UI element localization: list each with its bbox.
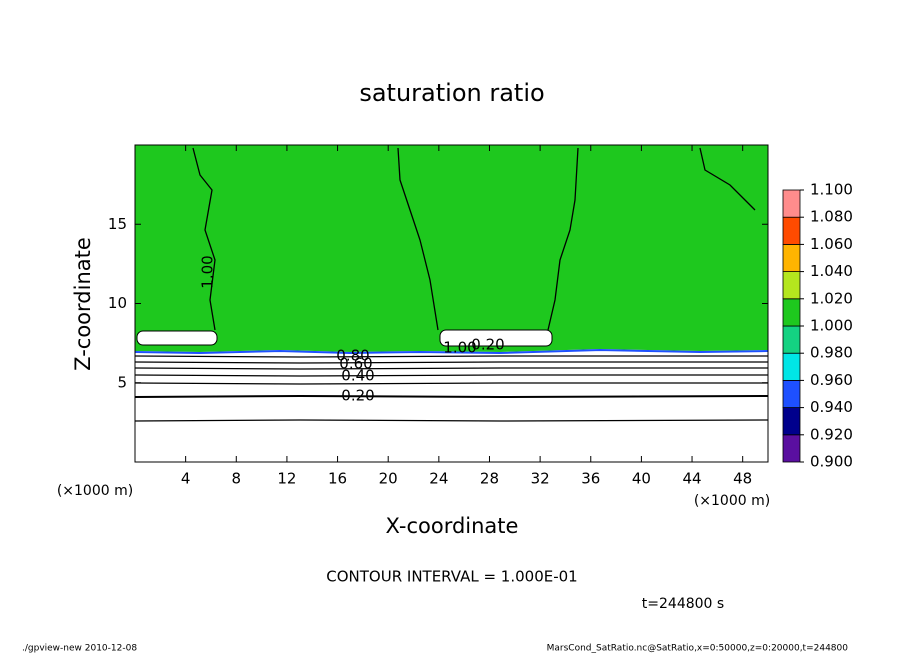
y-tick-label: 15: [108, 215, 127, 233]
colorbar-label: 0.960: [810, 371, 853, 389]
x-axis-label: X-coordinate: [386, 514, 519, 538]
colorbar-box: [782, 325, 801, 354]
colorbar-box: [782, 243, 801, 272]
x-tick-label: 40: [632, 470, 651, 488]
contour-line: [134, 394, 769, 399]
x-tick-label: 28: [480, 470, 499, 488]
footer-right: MarsCond_SatRatio.nc@SatRatio,x=0:50000,…: [547, 644, 849, 654]
contour-line: [134, 374, 768, 377]
colorbar-label: 0.940: [810, 398, 853, 416]
x-tick-label: 24: [429, 470, 448, 488]
contour-line: [192, 147, 216, 331]
x-tick-label: 44: [682, 470, 701, 488]
x-tick-label: 48: [733, 470, 752, 488]
colorbar-label: 1.080: [810, 208, 853, 226]
contour-interval: CONTOUR INTERVAL = 1.000E-01: [326, 568, 577, 586]
y-tick-label: 5: [117, 373, 127, 391]
colorbar-box: [782, 434, 801, 463]
y-tick-label: 10: [108, 294, 127, 312]
contour-line: [134, 355, 768, 358]
contour-label: 0.40: [341, 367, 374, 385]
colorbar-label: 0.900: [810, 453, 853, 471]
colorbar-label: 0.980: [810, 344, 853, 362]
y-axis-label: Z-coordinate: [71, 237, 95, 371]
contour-line: [134, 419, 769, 422]
field-edge: [134, 348, 769, 355]
chart-title: saturation ratio: [359, 79, 544, 107]
colorbar-box: [782, 379, 801, 408]
contour-line: [134, 382, 768, 385]
contour-label: 0.60: [339, 355, 372, 373]
field-blob: [439, 329, 553, 347]
x-tick-label: 32: [531, 470, 550, 488]
colorbar-label: 1.020: [810, 289, 853, 307]
contour-label: 1.00: [443, 339, 476, 357]
x-tick-label: 12: [277, 470, 296, 488]
x-unit-label: (×1000 m): [694, 493, 770, 509]
colorbar-box: [782, 407, 801, 436]
contour-line: [397, 147, 439, 331]
colorbar-label: 1.100: [810, 181, 853, 199]
colorbar-box: [782, 298, 801, 327]
colorbar-box: [782, 271, 801, 300]
colorbar-label: 1.060: [810, 235, 853, 253]
contour-line: [134, 361, 768, 364]
colorbar-box: [782, 189, 801, 218]
x-tick-label: 8: [232, 470, 242, 488]
x-tick-label: 16: [328, 470, 347, 488]
contour-label: 0.20: [471, 336, 504, 354]
time-label: t=244800 s: [642, 596, 724, 612]
colorbar-label: 1.000: [810, 317, 853, 335]
colorbar-label: 1.040: [810, 262, 853, 280]
contour-lines: [134, 147, 769, 422]
contour-label: 0.80: [336, 347, 369, 365]
field: [134, 145, 769, 462]
contour-label: 0.20: [341, 387, 374, 405]
contour-line: [699, 147, 756, 211]
contour-line: [134, 367, 768, 370]
footer-left: ./gpview-new 2010-12-08: [22, 644, 137, 654]
field-blob: [136, 330, 218, 346]
x-unit-label: (×1000 m): [57, 483, 133, 499]
colorbar-box: [782, 216, 801, 245]
colorbar-label: 0.920: [810, 425, 853, 443]
x-tick-label: 4: [181, 470, 191, 488]
field-green: [135, 145, 768, 352]
contour-line: [547, 147, 579, 331]
contour-label: 1.00: [199, 255, 217, 288]
colorbar-box: [782, 352, 801, 381]
x-tick-label: 20: [379, 470, 398, 488]
x-tick-label: 36: [581, 470, 600, 488]
